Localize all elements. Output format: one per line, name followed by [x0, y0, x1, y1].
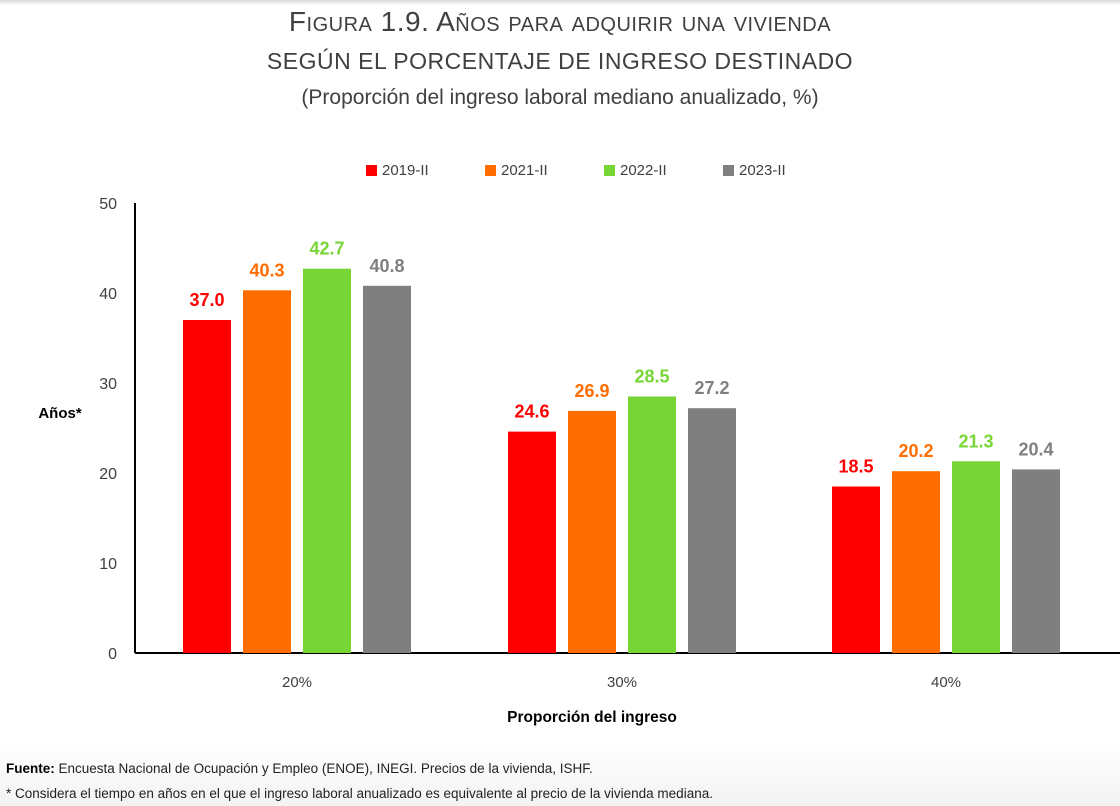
bar-chart: 0 10 20 30 40 50 Años* 37.0 40.3 42.7 40.8 20% 24.6 2…	[38, 196, 1120, 726]
data-label: 26.9	[574, 381, 609, 401]
bar-2023-II-20%	[363, 285, 411, 653]
x-axis-label: Proporción del ingreso	[507, 709, 677, 726]
y-tick-label: 50	[99, 196, 117, 213]
bar-2021-II-20%	[243, 290, 291, 653]
bar-2021-II-30%	[568, 410, 616, 653]
legend: 2019-II 2021-II 2022-II 2023-II	[366, 160, 823, 180]
bar-2023-II-40%	[1012, 469, 1060, 653]
y-tick-label: 0	[108, 646, 117, 663]
y-tick-label: 10	[99, 556, 117, 573]
data-label: 37.0	[189, 290, 224, 310]
x-tick-label: 40%	[931, 674, 961, 691]
data-label: 21.3	[958, 431, 993, 451]
x-tick-label: 20%	[282, 674, 312, 691]
data-label: 40.8	[369, 256, 404, 276]
bar-2023-II-30%	[688, 408, 736, 653]
source-label: Fuente:	[6, 761, 55, 776]
legend-swatch	[366, 164, 377, 176]
legend-label: 2019-II	[382, 161, 429, 179]
data-label: 24.6	[514, 402, 549, 422]
y-tick-label: 30	[99, 376, 117, 393]
data-label: 28.5	[634, 367, 669, 387]
legend-item-2019: 2019-II	[366, 160, 485, 180]
data-label: 27.2	[694, 378, 729, 398]
chart-title: Figura 1.9. Años para adquirir una vivie…	[288, 6, 832, 37]
legend-swatch	[485, 164, 496, 176]
legend-label: 2022-II	[620, 161, 667, 179]
x-tick-label: 30%	[607, 674, 637, 691]
bar-2022-II-40%	[952, 461, 1000, 653]
source-text: Encuesta Nacional de Ocupación y Empleo …	[54, 761, 593, 776]
data-label: 20.2	[898, 441, 933, 461]
data-label: 42.7	[309, 239, 344, 259]
source-note: Fuente: Encuesta Nacional de Ocupación y…	[6, 761, 593, 776]
legend-item-2023: 2023-II	[723, 160, 823, 180]
footnote: * Considera el tiempo en años en el que …	[6, 786, 713, 801]
bar-2019-II-30%	[508, 431, 556, 653]
top-shadow	[0, 0, 1120, 5]
bar-2021-II-40%	[892, 471, 940, 653]
legend-label: 2023-II	[739, 161, 786, 179]
bar-2019-II-20%	[183, 320, 231, 653]
y-tick-label: 20	[99, 466, 117, 483]
chart-subtitle: SEGÚN EL PORCENTAJE DE INGRESO DESTINADO	[266, 48, 854, 74]
y-tick-label: 40	[99, 286, 117, 303]
legend-item-2021: 2021-II	[485, 160, 604, 180]
legend-swatch	[604, 164, 615, 176]
legend-item-2022: 2022-II	[604, 160, 723, 180]
bar-2022-II-20%	[303, 268, 351, 653]
bar-2022-II-30%	[628, 396, 676, 653]
bar-2019-II-40%	[832, 486, 880, 653]
data-label: 20.4	[1018, 439, 1053, 459]
y-axis-label: Años*	[38, 405, 82, 422]
legend-swatch	[723, 164, 734, 176]
data-label: 18.5	[838, 457, 873, 477]
legend-label: 2021-II	[501, 161, 548, 179]
chart-subtitle-units: (Proporción del ingreso laboral mediano …	[301, 86, 819, 109]
footer-background	[0, 740, 1120, 806]
data-label: 40.3	[249, 260, 284, 280]
